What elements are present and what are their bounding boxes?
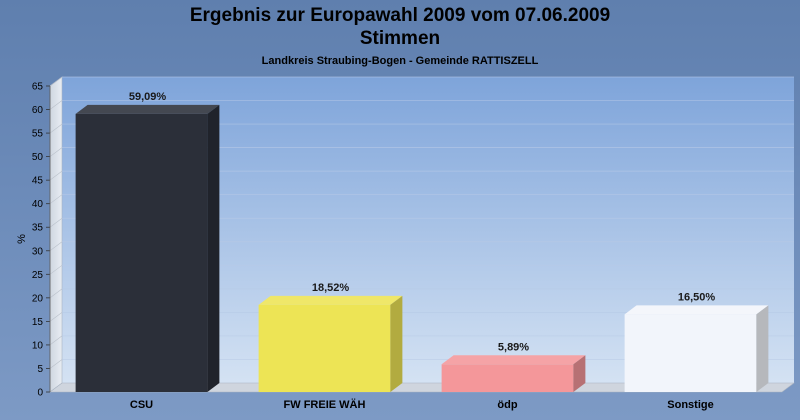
grid-line-side bbox=[49, 359, 63, 369]
x-tick-label: FW FREIE WÄH bbox=[284, 398, 366, 411]
grid-line-side bbox=[49, 241, 63, 252]
bar-top bbox=[624, 305, 769, 315]
y-tick-label: 5 bbox=[37, 364, 43, 375]
y-axis-label: % bbox=[16, 234, 28, 244]
grid-line-side bbox=[49, 76, 63, 87]
bar-side bbox=[756, 305, 769, 392]
grid-line-side bbox=[49, 100, 63, 110]
y-tick-label: 25 bbox=[32, 270, 44, 281]
chart-caption: Landkreis Straubing-Bogen - Gemeinde RAT… bbox=[261, 55, 539, 67]
grid-line-side bbox=[49, 194, 63, 204]
bar-front bbox=[441, 364, 574, 392]
x-tick-label: ödp bbox=[497, 399, 517, 411]
y-tick-label: 45 bbox=[32, 176, 44, 187]
y-tick-label: 50 bbox=[32, 152, 44, 163]
y-tick-label: 15 bbox=[32, 317, 44, 328]
y-tick-label: 60 bbox=[32, 105, 44, 116]
bar-value-label: 59,09% bbox=[129, 91, 167, 103]
chart-subtitle: Stimmen bbox=[359, 28, 441, 49]
bar-top bbox=[441, 355, 586, 365]
chart-titles: Ergebnis zur Europawahl 2009 vom 07.06.2… bbox=[0, 0, 800, 68]
bar-value-label: 5,89% bbox=[498, 341, 529, 353]
y-tick-label: 10 bbox=[32, 340, 44, 351]
bar-top bbox=[258, 295, 403, 305]
bar-side bbox=[573, 355, 586, 392]
y-tick-label: 20 bbox=[32, 293, 44, 304]
bar-front bbox=[258, 304, 391, 392]
grid-line-side bbox=[49, 288, 63, 299]
x-tick-label: Sonstige bbox=[667, 399, 713, 411]
bar-value-label: 16,50% bbox=[678, 291, 716, 303]
bar-front bbox=[624, 314, 757, 392]
grid-line-side bbox=[49, 265, 63, 275]
bar-side bbox=[207, 104, 220, 393]
plot-back-wall bbox=[62, 77, 794, 383]
plot-side-wall bbox=[49, 76, 63, 393]
y-tick-label: 55 bbox=[32, 129, 44, 140]
y-tick-label: 40 bbox=[32, 199, 44, 210]
bar-side bbox=[390, 295, 403, 392]
y-tick-label: 0 bbox=[37, 388, 43, 399]
grid-line-side bbox=[49, 147, 63, 157]
grid-line-side bbox=[49, 335, 63, 346]
x-tick-label: CSU bbox=[130, 399, 153, 411]
bar-value-label: 18,52% bbox=[312, 282, 350, 294]
chart-title: Ergebnis zur Europawahl 2009 vom 07.06.2… bbox=[189, 5, 611, 26]
y-tick-label: 35 bbox=[32, 223, 44, 234]
grid-line-side bbox=[49, 312, 63, 322]
bar-front bbox=[75, 113, 208, 393]
y-tick-label: 30 bbox=[32, 246, 44, 257]
bar-top bbox=[75, 104, 220, 114]
grid-line-side bbox=[49, 170, 63, 181]
grid-line-side bbox=[49, 217, 63, 228]
y-tick-label: 65 bbox=[32, 82, 44, 93]
grid-line-side bbox=[49, 123, 63, 134]
